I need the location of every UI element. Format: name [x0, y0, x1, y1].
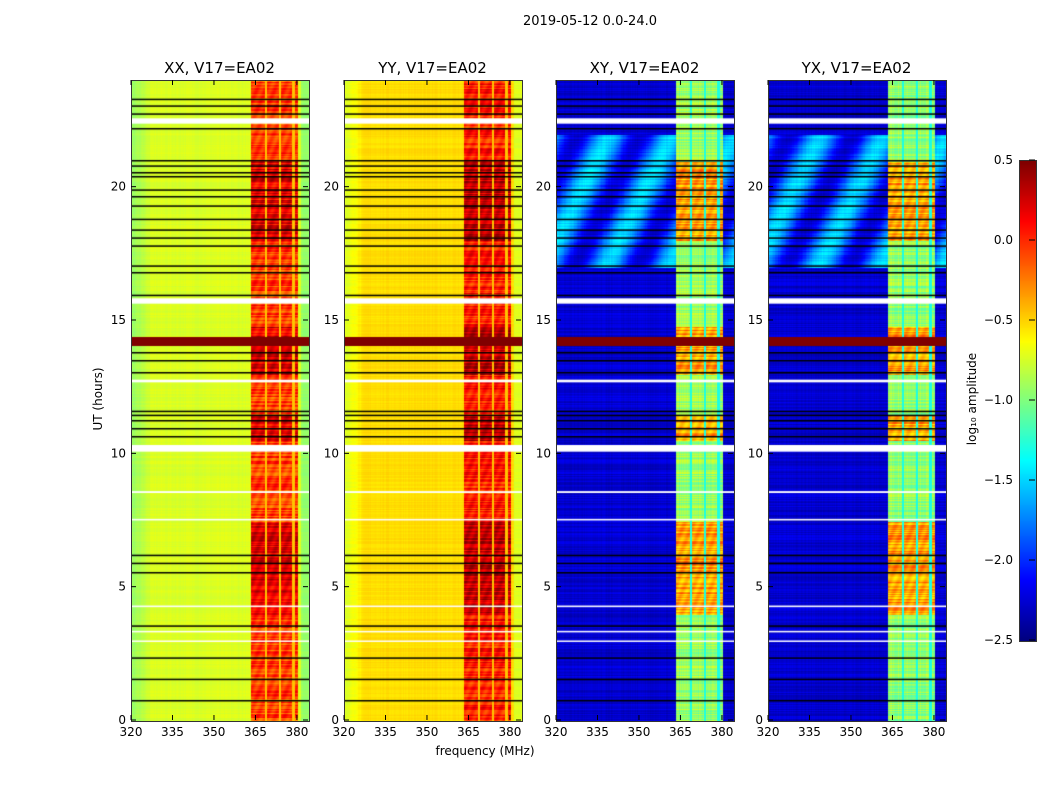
y-tick-label: 0 — [118, 713, 126, 727]
y-tick-label: 10 — [536, 446, 551, 460]
x-tick-label: 320 — [545, 725, 568, 739]
x-tick-label: 365 — [457, 725, 480, 739]
colorbar-tick-label: −1.5 — [984, 473, 1013, 487]
colorbar-tick-label: 0.5 — [994, 153, 1013, 167]
y-tick-label: 20 — [111, 180, 126, 194]
x-tick-label: 365 — [244, 725, 267, 739]
y-tick-label: 15 — [111, 313, 126, 327]
x-tick-label: 335 — [798, 725, 821, 739]
x-tick-label: 335 — [161, 725, 184, 739]
x-tick-label: 380 — [498, 725, 521, 739]
x-tick-label: 380 — [710, 725, 733, 739]
x-axis-label: frequency (MHz) — [435, 744, 535, 758]
heatmap-xx — [131, 80, 310, 722]
y-tick-label: 10 — [748, 446, 763, 460]
x-tick-label: 380 — [285, 725, 308, 739]
x-tick-label: 380 — [922, 725, 945, 739]
x-tick-label: 320 — [757, 725, 780, 739]
x-tick-label: 320 — [120, 725, 143, 739]
x-tick-label: 350 — [628, 725, 651, 739]
colorbar-tick-label: −2.5 — [984, 633, 1013, 647]
colorbar-tick-label: −0.5 — [984, 313, 1013, 327]
colorbar-tick-label: 0.0 — [994, 233, 1013, 247]
x-tick-label: 350 — [840, 725, 863, 739]
heatmap-yx — [768, 80, 947, 722]
x-tick-label: 365 — [881, 725, 904, 739]
y-tick-label: 20 — [536, 180, 551, 194]
x-tick-label: 350 — [203, 725, 226, 739]
colorbar-tick-label: −2.0 — [984, 553, 1013, 567]
y-tick-label: 15 — [748, 313, 763, 327]
y-tick-label: 5 — [118, 580, 126, 594]
y-tick-label: 15 — [536, 313, 551, 327]
heatmap-yy — [344, 80, 523, 722]
x-tick-label: 335 — [586, 725, 609, 739]
colorbar — [1019, 160, 1037, 642]
x-tick-label: 350 — [416, 725, 439, 739]
y-tick-label: 5 — [755, 580, 763, 594]
y-tick-label: 15 — [324, 313, 339, 327]
panel-title-yy: YY, V17=EA02 — [378, 59, 487, 77]
y-tick-label: 5 — [331, 580, 339, 594]
y-tick-label: 5 — [543, 580, 551, 594]
x-tick-label: 335 — [374, 725, 397, 739]
y-tick-label: 0 — [331, 713, 339, 727]
x-tick-label: 320 — [333, 725, 356, 739]
y-tick-label: 20 — [748, 180, 763, 194]
panel-title-xx: XX, V17=EA02 — [164, 59, 275, 77]
x-tick-label: 365 — [669, 725, 692, 739]
y-tick-label: 10 — [111, 446, 126, 460]
y-tick-label: 20 — [324, 180, 339, 194]
y-tick-label: 0 — [543, 713, 551, 727]
y-tick-label: 0 — [755, 713, 763, 727]
y-tick-label: 10 — [324, 446, 339, 460]
figure-title: 2019-05-12 0.0-24.0 — [523, 14, 657, 29]
heatmap-xy — [556, 80, 735, 722]
panel-title-yx: YX, V17=EA02 — [801, 59, 912, 77]
colorbar-tick-label: −1.0 — [984, 393, 1013, 407]
panel-title-xy: XY, V17=EA02 — [589, 59, 700, 77]
